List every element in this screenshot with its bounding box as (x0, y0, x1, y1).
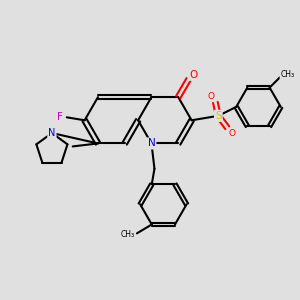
Text: O: O (189, 70, 197, 80)
Text: O: O (207, 92, 214, 101)
Text: O: O (228, 129, 235, 138)
Text: CH₃: CH₃ (121, 230, 135, 239)
Text: S: S (215, 111, 222, 121)
Text: N: N (148, 138, 155, 148)
Text: N: N (48, 128, 56, 138)
Text: CH₃: CH₃ (280, 70, 295, 79)
Text: F: F (57, 112, 63, 122)
